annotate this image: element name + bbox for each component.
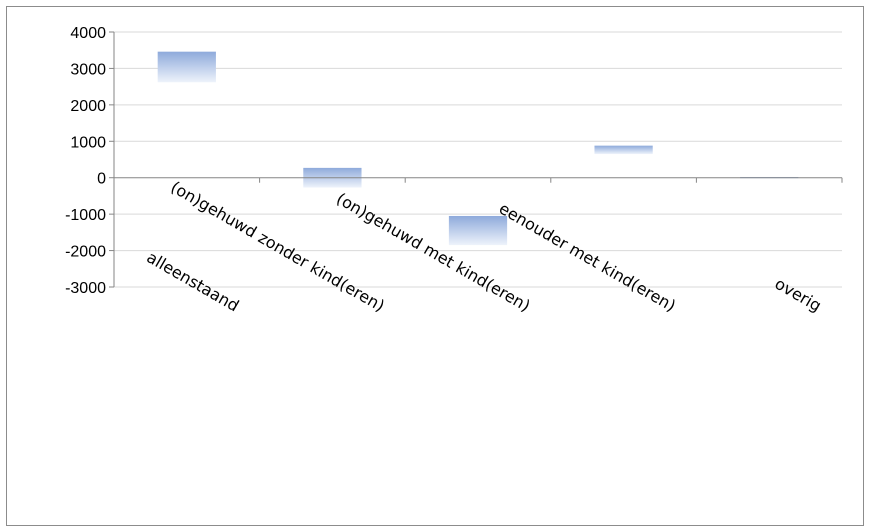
y-tick-label: 2000 <box>70 98 106 115</box>
axes <box>109 31 843 288</box>
bars <box>157 51 799 246</box>
y-axis-labels: 4000 3000 2000 1000 0 -1000 -2000 -3000 <box>65 25 106 297</box>
y-tick-label: -3000 <box>65 280 106 297</box>
y-tick-label: 0 <box>97 171 106 188</box>
y-tick-label: -1000 <box>65 207 106 224</box>
y-tick-label: -2000 <box>65 244 106 261</box>
y-tick-label: 1000 <box>70 134 106 151</box>
chart: 4000 3000 2000 1000 0 -1000 -2000 -3000 alleens… <box>65 25 843 315</box>
x-axis-labels: alleenstaand(on)gehuwd zonder kind(eren)… <box>144 177 825 315</box>
bar <box>594 145 653 155</box>
bar <box>157 51 216 83</box>
gridlines <box>114 31 842 288</box>
y-tick-label: 4000 <box>70 25 106 42</box>
chart-frame <box>6 6 864 526</box>
x-tick-label: overig <box>772 274 825 316</box>
y-tick-label: 3000 <box>70 61 106 78</box>
bar <box>448 215 508 246</box>
x-tick-label: alleenstaand <box>144 247 243 315</box>
